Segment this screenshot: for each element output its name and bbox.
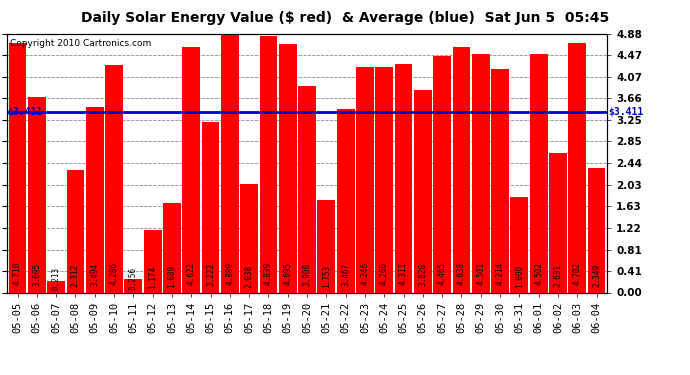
Text: 4.702: 4.702 <box>573 262 582 285</box>
Text: 3.494: 3.494 <box>90 263 99 286</box>
Text: 1.800: 1.800 <box>515 265 524 288</box>
Text: 4.695: 4.695 <box>284 262 293 285</box>
Text: Copyright 2010 Cartronics.com: Copyright 2010 Cartronics.com <box>10 39 151 48</box>
Text: 2.349: 2.349 <box>592 264 601 287</box>
Text: 4.214: 4.214 <box>495 262 504 285</box>
Bar <box>144 230 161 292</box>
Text: 4.880: 4.880 <box>226 261 235 285</box>
Bar <box>86 107 104 292</box>
Text: $3.411: $3.411 <box>609 106 644 117</box>
Bar <box>569 43 586 292</box>
Text: 1.689: 1.689 <box>168 265 177 288</box>
Bar <box>298 86 316 292</box>
Text: 4.710: 4.710 <box>13 262 22 285</box>
Text: 4.246: 4.246 <box>360 262 369 285</box>
Text: 2.631: 2.631 <box>553 264 562 287</box>
Text: $3.411: $3.411 <box>7 106 42 117</box>
Text: 4.638: 4.638 <box>457 262 466 285</box>
Bar <box>28 97 46 292</box>
Bar <box>414 90 432 292</box>
Bar <box>240 184 258 292</box>
Bar <box>221 34 239 292</box>
Bar <box>433 56 451 292</box>
Bar <box>337 109 355 292</box>
Bar <box>47 281 65 292</box>
Bar <box>124 279 142 292</box>
Text: 0.256: 0.256 <box>129 267 138 290</box>
Bar <box>163 203 181 292</box>
Bar <box>356 68 374 292</box>
Text: 0.213: 0.213 <box>52 267 61 290</box>
Text: 4.286: 4.286 <box>110 262 119 285</box>
Text: 1.174: 1.174 <box>148 266 157 289</box>
Bar <box>530 54 548 292</box>
Text: 3.828: 3.828 <box>418 262 427 286</box>
Text: 3.222: 3.222 <box>206 263 215 286</box>
Bar <box>279 44 297 292</box>
Text: 3.467: 3.467 <box>341 263 350 286</box>
Text: 3.900: 3.900 <box>302 262 312 286</box>
Bar <box>105 65 123 292</box>
Bar <box>375 67 393 292</box>
Text: 4.465: 4.465 <box>437 262 446 285</box>
Bar <box>317 200 335 292</box>
Bar <box>472 54 490 292</box>
Bar <box>453 46 471 292</box>
Text: 4.839: 4.839 <box>264 262 273 285</box>
Bar <box>395 64 413 292</box>
Text: 4.501: 4.501 <box>476 262 485 285</box>
Bar <box>259 36 277 292</box>
Text: 3.695: 3.695 <box>32 263 41 286</box>
Text: 4.622: 4.622 <box>187 262 196 285</box>
Bar <box>549 153 567 292</box>
Bar <box>491 69 509 292</box>
Bar <box>182 47 200 292</box>
Bar <box>66 170 84 292</box>
Bar <box>511 197 529 292</box>
Text: 2.038: 2.038 <box>245 265 254 288</box>
Bar <box>9 43 26 292</box>
Bar <box>588 168 605 292</box>
Text: 1.753: 1.753 <box>322 265 331 288</box>
Text: 4.502: 4.502 <box>534 262 543 285</box>
Text: Daily Solar Energy Value ($ red)  & Average (blue)  Sat Jun 5  05:45: Daily Solar Energy Value ($ red) & Avera… <box>81 11 609 25</box>
Bar <box>201 122 219 292</box>
Text: 4.311: 4.311 <box>399 262 408 285</box>
Text: 2.312: 2.312 <box>71 264 80 287</box>
Text: 4.260: 4.260 <box>380 262 388 285</box>
